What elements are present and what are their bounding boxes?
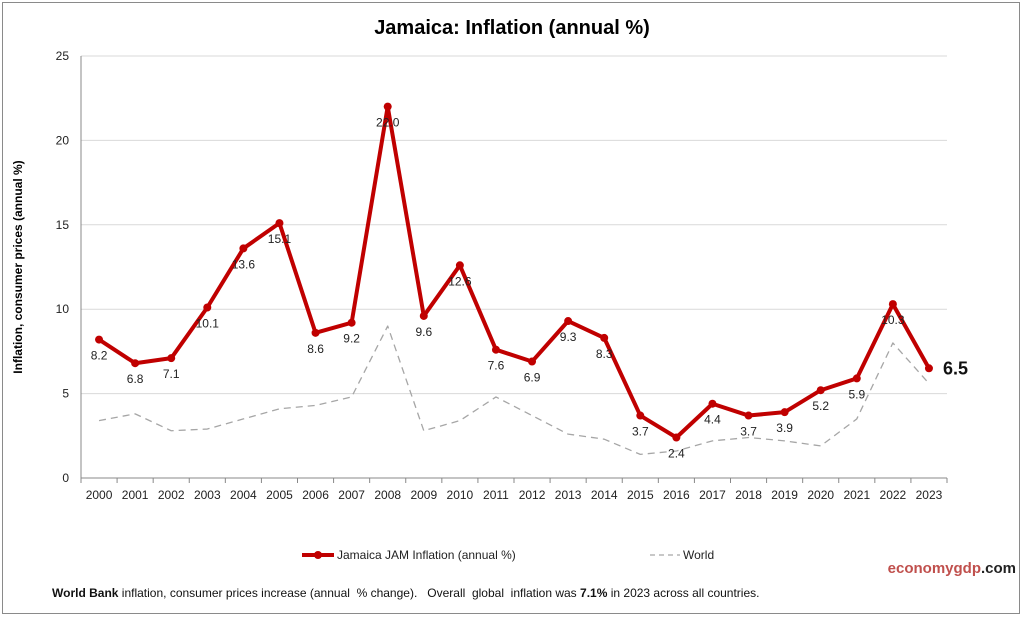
data-point [672, 433, 681, 442]
data-label: 6.8 [127, 372, 144, 386]
brand-part2: .com [980, 560, 1016, 577]
data-label: 22.0 [376, 116, 400, 130]
data-point [708, 399, 717, 408]
data-label: 9.6 [415, 325, 432, 339]
data-label: 9.2 [343, 332, 360, 346]
data-label: 15.1 [268, 232, 292, 246]
x-tick-label: 2006 [302, 488, 329, 502]
world-series-line [98, 325, 930, 456]
data-point [816, 386, 825, 395]
data-label: 4.4 [704, 413, 721, 427]
x-tick-label: 2020 [807, 488, 834, 502]
x-tick-label: 2023 [916, 488, 943, 502]
data-label: 7.6 [488, 359, 505, 373]
data-point [347, 318, 356, 327]
x-tick-label: 2015 [627, 488, 654, 502]
y-tick-label: 10 [56, 302, 70, 316]
x-tick-label: 2013 [555, 488, 582, 502]
data-label: 8.3 [596, 347, 613, 361]
data-label: 3.7 [632, 425, 649, 439]
data-point [383, 102, 392, 111]
x-tick-label: 2007 [338, 488, 365, 502]
data-label: 9.3 [560, 330, 577, 344]
data-point [203, 303, 212, 312]
data-point [636, 411, 645, 420]
data-label: 3.9 [776, 421, 793, 435]
footer-bold-source: World Bank [52, 586, 119, 600]
y-tick-label: 15 [56, 218, 70, 232]
x-tick-label: 2003 [194, 488, 221, 502]
data-point [275, 219, 284, 228]
footer-note: World Bank inflation, consumer prices in… [52, 586, 759, 600]
data-point [455, 261, 464, 270]
y-axis-label: Inflation, consumer prices (annual %) [11, 160, 25, 373]
legend-jamaica-label: Jamaica JAM Inflation (annual %) [337, 548, 516, 562]
data-label: 10.3 [881, 313, 905, 327]
data-label: 5.9 [848, 387, 865, 401]
y-tick-label: 0 [62, 471, 69, 485]
brand-logo[interactable]: economygdp.com [888, 560, 1016, 577]
data-label: 2.4 [668, 446, 685, 460]
last-value-label: 6.5 [943, 358, 968, 378]
y-tick-label: 5 [62, 387, 69, 401]
brand-part1: economygdp [887, 560, 981, 577]
data-label: 12.6 [448, 274, 472, 288]
x-tick-label: 2000 [86, 488, 113, 502]
data-point [924, 364, 933, 373]
data-label: 7.1 [163, 367, 180, 381]
data-label: 8.6 [307, 342, 324, 356]
footer-bold-value: 7.1% [580, 586, 608, 600]
data-label: 6.9 [524, 371, 541, 385]
data-label: 3.7 [740, 425, 757, 439]
data-point [419, 311, 428, 320]
data-point [528, 357, 537, 366]
footer-text2: in 2023 across all countries. [607, 586, 760, 600]
x-tick-label: 2009 [410, 488, 437, 502]
x-tick-label: 2005 [266, 488, 293, 502]
y-tick-label: 20 [56, 133, 70, 147]
data-point [600, 333, 609, 342]
data-point [852, 374, 861, 383]
x-tick-label: 2008 [374, 488, 401, 502]
x-tick-label: 2017 [699, 488, 726, 502]
chart-title: Jamaica: Inflation (annual %) [374, 17, 650, 39]
footer-text1: inflation, consumer prices increase (ann… [118, 586, 581, 600]
x-tick-label: 2021 [843, 488, 870, 502]
data-point [95, 335, 104, 344]
data-point [888, 300, 897, 309]
x-tick-label: 2014 [591, 488, 618, 502]
x-tick-label: 2018 [735, 488, 762, 502]
legend-jamaica-marker [314, 551, 322, 559]
y-tick-label: 25 [56, 49, 70, 63]
x-tick-label: 2004 [230, 488, 257, 502]
x-tick-label: 2002 [158, 488, 185, 502]
data-point [744, 411, 753, 420]
data-point [239, 244, 248, 253]
legend-world-label: World [683, 548, 714, 562]
data-point [131, 359, 140, 368]
x-tick-label: 2001 [122, 488, 149, 502]
x-tick-label: 2012 [519, 488, 546, 502]
jamaica-series-line [97, 104, 931, 440]
data-label: 5.2 [812, 399, 829, 413]
data-point [780, 408, 789, 417]
data-point [564, 317, 573, 326]
data-label: 10.1 [196, 317, 220, 331]
x-tick-label: 2019 [771, 488, 798, 502]
data-point [491, 345, 500, 354]
x-tick-label: 2010 [447, 488, 474, 502]
data-point [167, 354, 176, 363]
x-tick-label: 2016 [663, 488, 690, 502]
data-label: 8.2 [91, 349, 108, 363]
data-label: 13.6 [232, 257, 256, 271]
x-tick-label: 2022 [880, 488, 907, 502]
x-tick-label: 2011 [483, 488, 509, 502]
data-point [311, 328, 320, 337]
